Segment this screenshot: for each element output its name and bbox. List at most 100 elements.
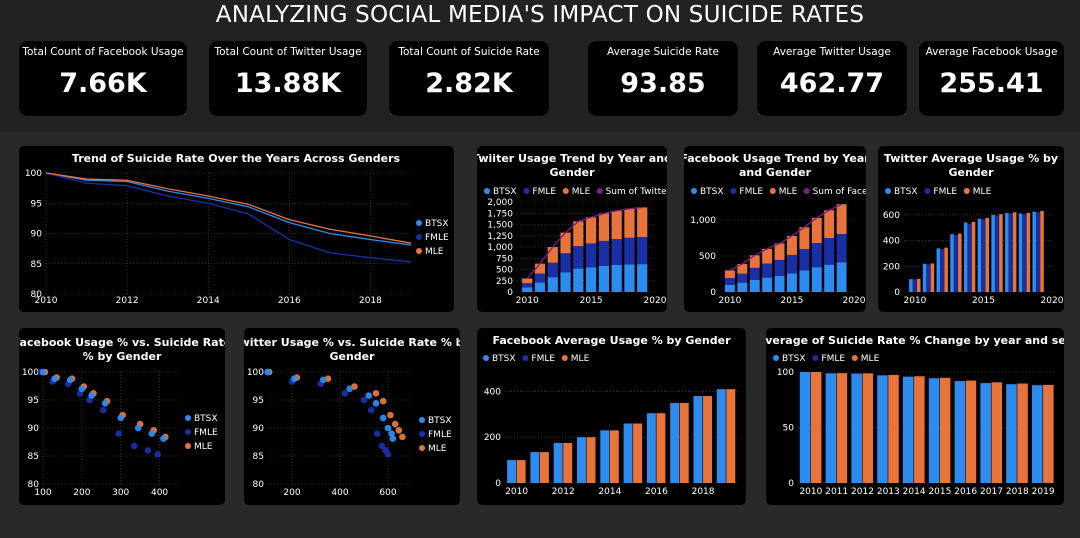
- twitter-vs-suicide-scatter[interactable]: Twitter Usage % vs. Suicide Rate % by Gen…: [244, 328, 460, 505]
- legend-entry: BTSX: [194, 414, 218, 424]
- legend-swatch: [416, 234, 422, 240]
- point-fmle: [131, 442, 138, 450]
- y-tick-label: 85: [31, 260, 42, 270]
- c7-svg: Facebook Average Usage % by Gender BTSX FM…: [483, 334, 738, 497]
- point-fmle: [115, 430, 123, 437]
- point-btsx: [379, 414, 387, 422]
- x-tick-label: 2014: [903, 487, 926, 497]
- x-tick-label: 2010: [718, 296, 741, 306]
- bar-mle: [862, 373, 873, 483]
- point-fmle: [341, 389, 349, 397]
- bar-btsx: [560, 272, 571, 292]
- point-fmle: [154, 451, 161, 458]
- bar-fmle: [547, 262, 558, 278]
- bar-mle: [737, 263, 748, 274]
- point-btsx: [388, 430, 395, 437]
- legend-entry: MLE: [428, 444, 447, 454]
- kpi-value: 13.88K: [234, 68, 342, 99]
- twitter-average-usage-chart[interactable]: Twitter Average Usage % by Gender BTSX FMLE…: [878, 146, 1064, 312]
- x-tick-label: 400: [331, 488, 348, 498]
- kpi-avg-suicide[interactable]: Average Suicide Rate 93.85: [588, 41, 738, 116]
- series-line-mle: [45, 172, 412, 244]
- x-tick-label: 2010: [35, 296, 58, 306]
- kpi-twitter-count[interactable]: Total Count of Twitter Usage 13.88K: [209, 41, 367, 116]
- legend-swatch: [483, 355, 489, 361]
- kpi-label: Average Twitter Usage: [773, 46, 891, 58]
- suicide-trend-line-chart[interactable]: Trend of Suicide Rate Over the Years Acr…: [19, 146, 454, 312]
- bar-mle: [810, 372, 822, 483]
- bar-mle: [633, 423, 643, 483]
- point-btsx: [51, 375, 58, 383]
- bar-fmle: [586, 243, 597, 268]
- kpi-avg-twitter[interactable]: Average Twitter Usage 462.77: [757, 41, 907, 116]
- kpi-label: Total Count of Facebook Usage: [22, 46, 184, 58]
- bar-fmle: [940, 248, 945, 292]
- bar-btsx: [980, 383, 991, 483]
- legend-entry: Sum of Twitter ...: [606, 187, 667, 197]
- x-tick-label: 200: [283, 488, 300, 498]
- legend-entry: BTSX: [493, 187, 517, 197]
- x-tick-label: 100: [34, 488, 51, 498]
- bar-mle: [598, 213, 609, 241]
- facebook-usage-trend-chart[interactable]: Facebook Usage Trend by Year and Gender BT…: [684, 146, 866, 312]
- bar-btsx: [522, 287, 533, 292]
- facebook-vs-suicide-scatter[interactable]: Facebook Usage % vs. Suicide Rate% by Ge…: [19, 328, 225, 505]
- x-tick-label: 200: [73, 488, 90, 498]
- bar-mle: [991, 382, 1002, 483]
- bar-mle: [985, 218, 990, 292]
- chart-title: Twitter Average Usage % by: [884, 152, 1058, 165]
- kpi-facebook-count[interactable]: Total Count of Facebook Usage 7.66K: [19, 41, 187, 116]
- bar-btsx: [749, 279, 760, 292]
- kpi-label: Average Facebook Usage: [925, 46, 1058, 58]
- legend-swatch: [419, 445, 425, 451]
- bar-btsx: [836, 262, 847, 292]
- bar-btsx: [825, 373, 837, 483]
- bar-fmle: [774, 259, 785, 276]
- y-tick-label: 750: [496, 254, 513, 264]
- bar-btsx: [928, 378, 940, 483]
- y-tick-label: 80: [253, 480, 265, 490]
- bar-mle: [1012, 212, 1017, 292]
- twitter-usage-trend-chart[interactable]: Twiiter Usage Trend by Year and Gender BTS…: [477, 146, 667, 312]
- facebook-average-usage-chart[interactable]: Facebook Average Usage % by Gender BTSX FM…: [477, 328, 746, 505]
- x-tick-label: 2010: [505, 487, 528, 497]
- bar-mle: [836, 373, 848, 483]
- sum-line: [729, 203, 842, 271]
- x-tick-label: 2016: [954, 487, 977, 497]
- bar-btsx: [811, 267, 822, 292]
- legend-entry: FMLE: [428, 430, 452, 440]
- legend-swatch: [885, 188, 891, 194]
- bar-btsx: [799, 372, 811, 483]
- chart-title: Gender: [329, 350, 375, 363]
- legend-swatch: [416, 248, 422, 254]
- legend-swatch: [185, 415, 191, 421]
- c6-svg: Twitter Usage % vs. Suicide Rate % byGen…: [244, 336, 460, 498]
- bar-fmle: [534, 273, 546, 283]
- bar-fmle: [522, 283, 533, 288]
- y-tick-label: 500: [699, 252, 716, 262]
- y-tick-label: 90: [28, 424, 40, 434]
- point-btsx: [117, 414, 125, 422]
- point-btsx: [346, 385, 353, 393]
- legend-swatch: [523, 188, 530, 194]
- kpi-suicide-count[interactable]: Total Count of Suicide Rate 2.82K: [389, 41, 549, 116]
- kpi-avg-facebook[interactable]: Average Facebook Usage 255.41: [919, 41, 1064, 116]
- bar-fmle: [787, 254, 797, 274]
- bar-mle: [749, 255, 760, 268]
- bar-mle: [724, 270, 735, 278]
- y-tick-label: 100: [777, 368, 794, 378]
- y-tick-label: 95: [253, 396, 264, 406]
- kpi-label: Total Count of Twitter Usage: [214, 46, 362, 58]
- y-tick-label: 1,000: [690, 216, 716, 226]
- legend-swatch: [773, 355, 779, 361]
- bar-fmle: [560, 253, 571, 273]
- bar-fmle: [1036, 212, 1040, 292]
- bar-btsx: [724, 284, 735, 292]
- point-fmle: [378, 442, 386, 450]
- legend-entry: FMLE: [425, 233, 449, 243]
- bar-mle: [563, 442, 573, 483]
- sum-line: [526, 206, 643, 279]
- bar-fmle: [724, 277, 735, 285]
- suicide-rate-change-chart[interactable]: Average of Suicide Rate % Change by year…: [766, 328, 1064, 505]
